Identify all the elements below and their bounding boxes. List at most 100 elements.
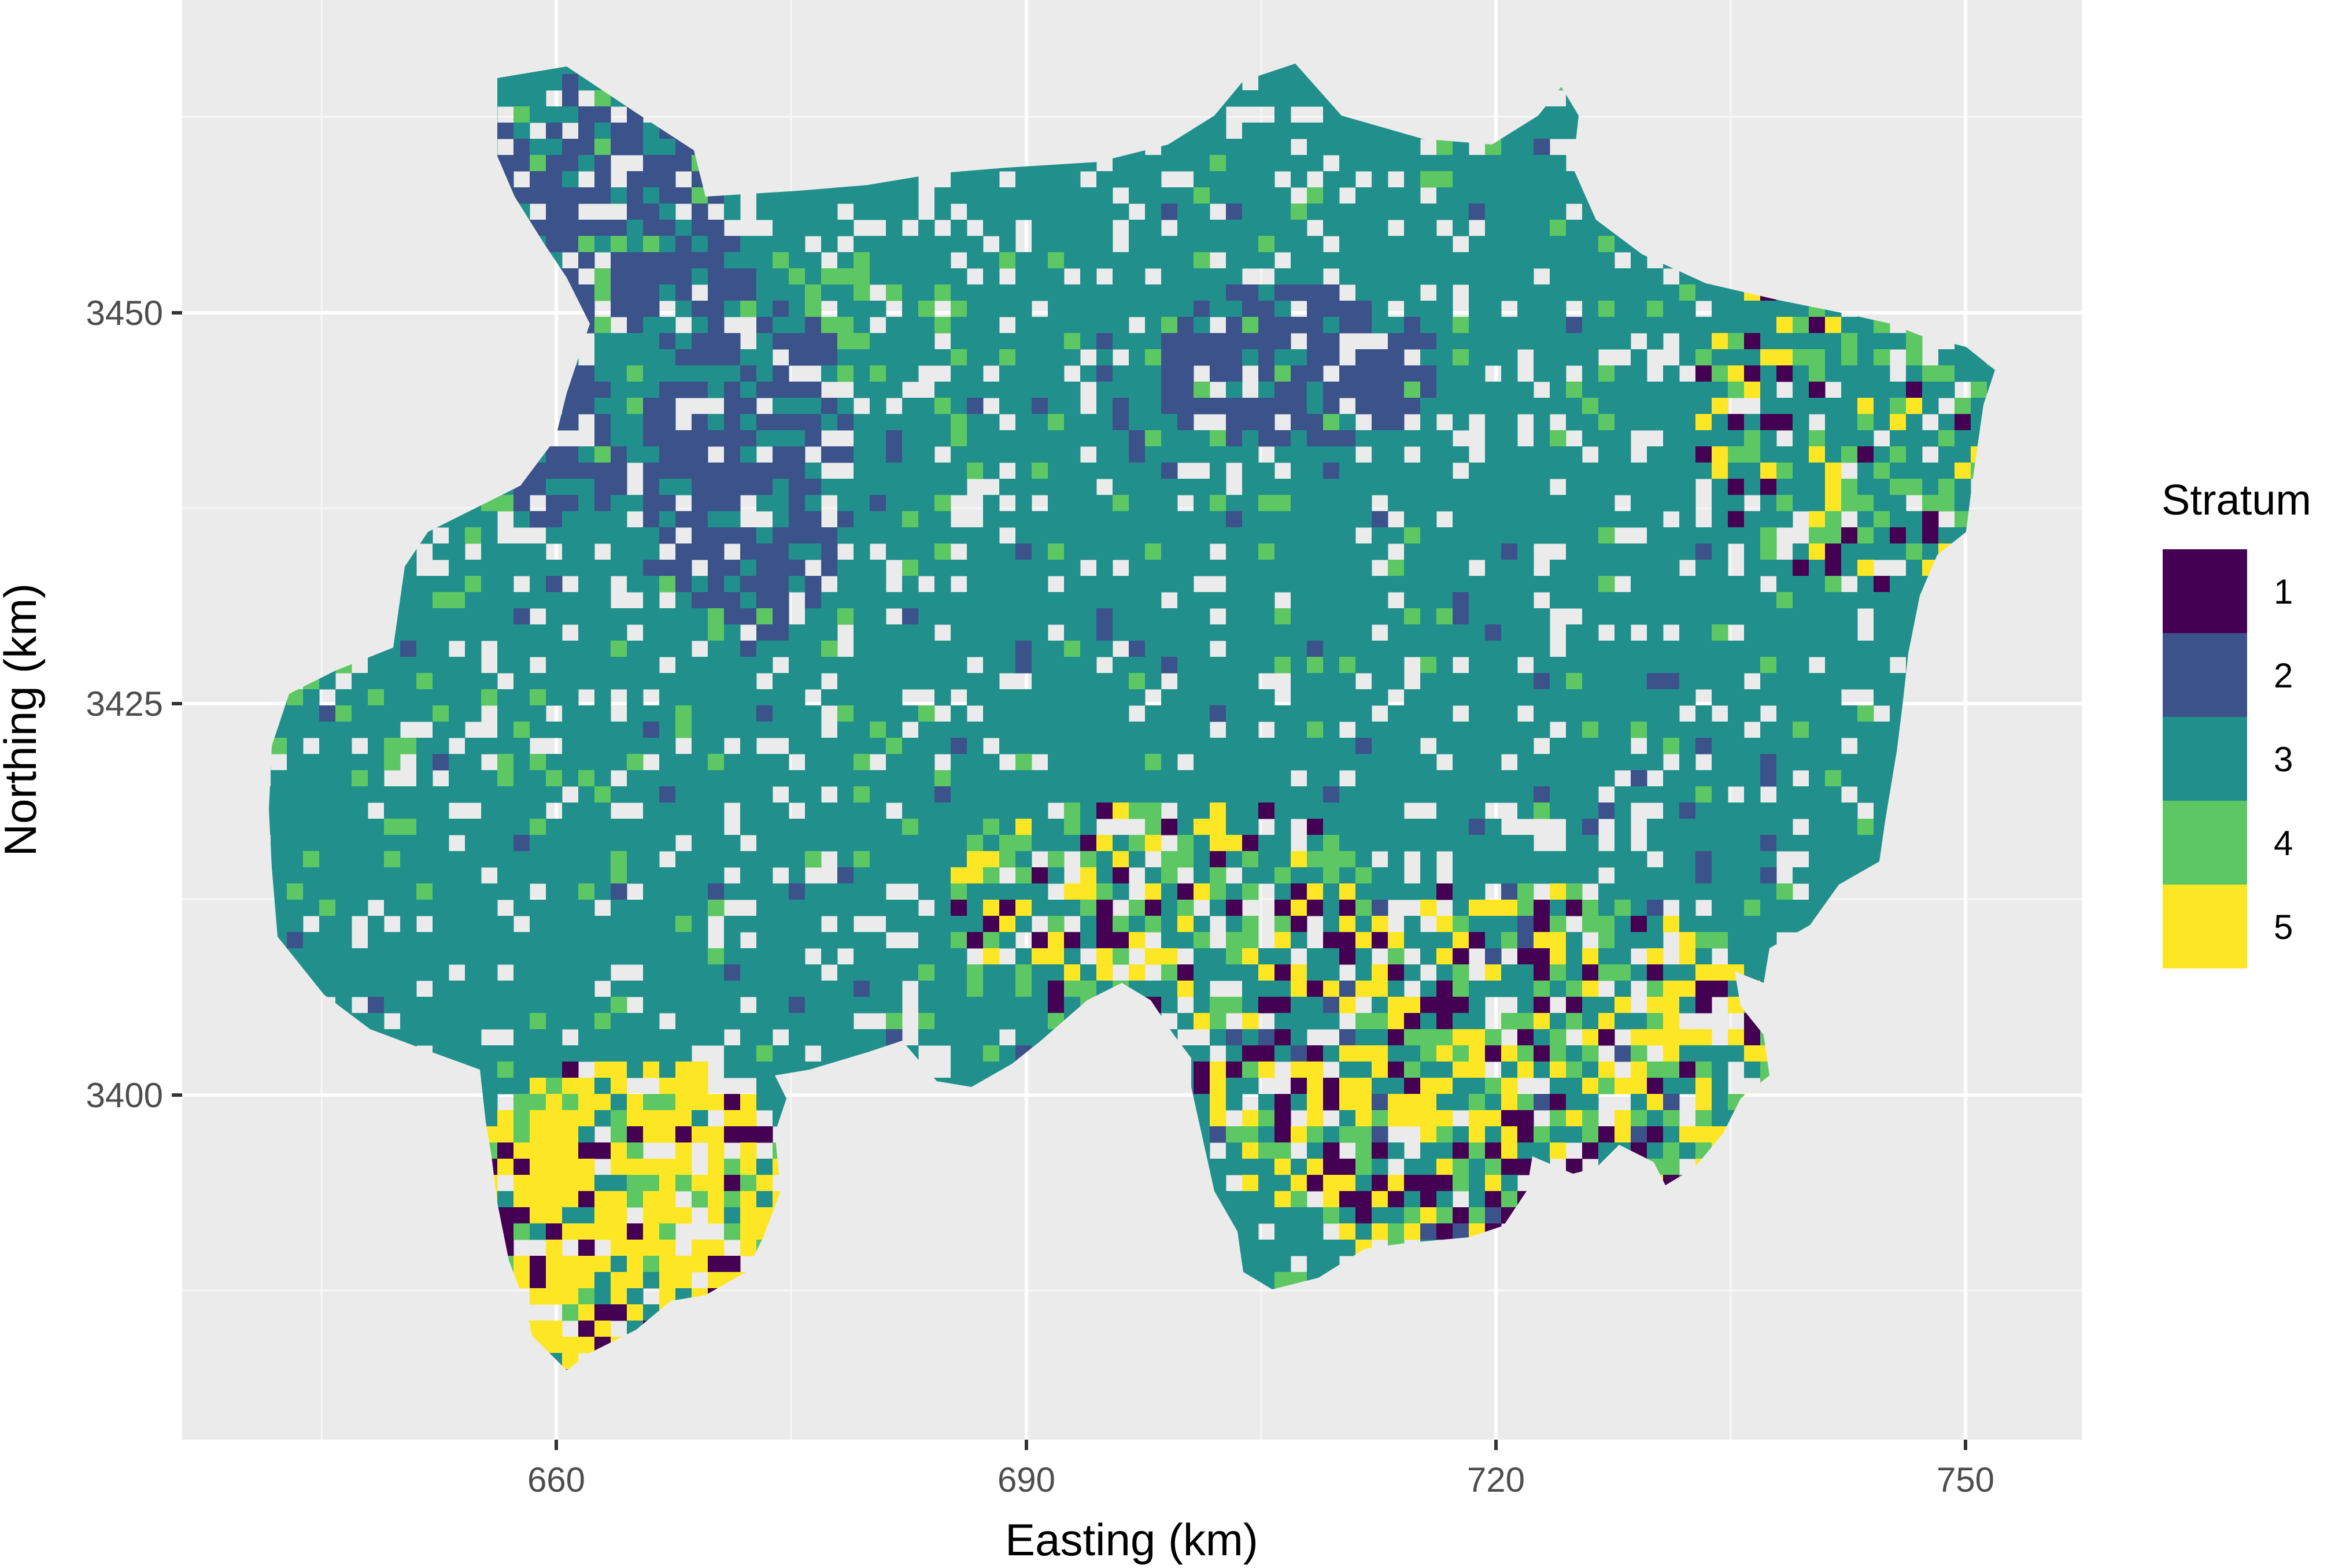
raster-cell bbox=[1420, 220, 1437, 236]
raster-cell bbox=[627, 398, 644, 415]
raster-cell bbox=[1550, 786, 1567, 803]
raster-cell bbox=[1436, 673, 1453, 690]
raster-cell bbox=[821, 479, 838, 495]
raster-cell bbox=[1388, 382, 1405, 398]
raster-cell bbox=[1825, 592, 1842, 609]
raster-cell bbox=[805, 511, 822, 528]
raster-cell bbox=[756, 301, 773, 317]
raster-cell bbox=[1874, 495, 1890, 512]
raster-cell bbox=[594, 527, 611, 544]
raster-cell bbox=[773, 851, 789, 868]
raster-cell bbox=[999, 511, 1016, 528]
raster-cell bbox=[530, 722, 546, 738]
raster-cell bbox=[659, 495, 676, 512]
raster-cell bbox=[1679, 883, 1696, 900]
raster-cell bbox=[1226, 155, 1243, 172]
raster-cell bbox=[1274, 236, 1291, 253]
raster-cell bbox=[465, 608, 482, 625]
raster-cell bbox=[1534, 204, 1550, 220]
raster-cell bbox=[1420, 560, 1437, 576]
raster-cell bbox=[578, 106, 595, 123]
raster-cell bbox=[805, 495, 822, 512]
raster-cell bbox=[1161, 543, 1178, 560]
raster-cell bbox=[1598, 641, 1615, 657]
raster-cell bbox=[1258, 74, 1275, 91]
raster-cell bbox=[1323, 576, 1340, 593]
raster-cell bbox=[1080, 738, 1097, 755]
raster-cell bbox=[1566, 543, 1583, 560]
raster-cell bbox=[1728, 446, 1745, 463]
raster-cell bbox=[1307, 803, 1324, 819]
raster-cell bbox=[1129, 155, 1146, 172]
raster-cell bbox=[1841, 592, 1858, 609]
raster-cell bbox=[854, 722, 870, 738]
raster-cell bbox=[384, 786, 401, 803]
raster-cell bbox=[594, 220, 611, 236]
raster-cell bbox=[1760, 560, 1777, 576]
raster-cell bbox=[999, 819, 1016, 835]
raster-cell bbox=[773, 301, 789, 317]
raster-cell bbox=[562, 754, 579, 771]
raster-cell bbox=[1615, 333, 1631, 350]
raster-cell bbox=[1582, 543, 1599, 560]
raster-cell bbox=[1550, 592, 1567, 609]
raster-cell bbox=[1032, 382, 1048, 398]
raster-cell bbox=[1194, 382, 1210, 398]
raster-cell bbox=[692, 527, 708, 544]
raster-cell bbox=[756, 430, 773, 447]
raster-cell bbox=[1857, 463, 1874, 479]
raster-cell bbox=[481, 803, 498, 819]
raster-cell bbox=[1695, 527, 1712, 544]
raster-cell bbox=[870, 479, 886, 495]
raster-cell bbox=[1339, 592, 1356, 609]
raster-cell bbox=[578, 851, 595, 868]
raster-cell bbox=[1485, 722, 1502, 738]
raster-cell bbox=[1695, 786, 1712, 803]
raster-cell bbox=[724, 641, 741, 657]
raster-cell bbox=[1971, 365, 1987, 382]
raster-cell bbox=[1744, 479, 1761, 495]
raster-cell bbox=[805, 835, 822, 852]
raster-cell bbox=[918, 317, 935, 334]
raster-cell bbox=[1598, 608, 1615, 625]
raster-cell bbox=[1825, 705, 1842, 722]
raster-cell bbox=[1485, 705, 1502, 722]
raster-cell bbox=[886, 835, 903, 852]
raster-cell bbox=[773, 236, 789, 253]
raster-cell bbox=[756, 268, 773, 285]
raster-cell bbox=[659, 463, 676, 479]
raster-cell bbox=[1841, 333, 1858, 350]
raster-cell bbox=[902, 657, 919, 674]
raster-cell bbox=[1825, 398, 1842, 415]
raster-cell bbox=[934, 252, 951, 269]
raster-cell bbox=[578, 382, 595, 398]
raster-cell bbox=[1032, 349, 1048, 366]
raster-cell bbox=[789, 705, 806, 722]
raster-cell bbox=[611, 446, 627, 463]
raster-cell bbox=[1534, 479, 1550, 495]
raster-cell bbox=[983, 171, 1000, 188]
raster-cell bbox=[1517, 624, 1534, 641]
raster-cell bbox=[416, 673, 433, 690]
raster-cell bbox=[1015, 657, 1032, 674]
raster-cell bbox=[1517, 479, 1534, 495]
raster-cell bbox=[1274, 803, 1291, 819]
raster-cell bbox=[546, 560, 563, 576]
raster-cell bbox=[951, 786, 967, 803]
raster-cell bbox=[789, 786, 806, 803]
raster-cell bbox=[368, 754, 385, 771]
raster-cell bbox=[287, 900, 304, 916]
raster-cell bbox=[1161, 738, 1178, 755]
raster-cell bbox=[1032, 268, 1048, 285]
raster-cell bbox=[692, 592, 708, 609]
raster-cell bbox=[1679, 511, 1696, 528]
raster-cell bbox=[837, 803, 854, 819]
raster-cell bbox=[1129, 414, 1146, 431]
raster-cell bbox=[1388, 624, 1405, 641]
raster-cell bbox=[934, 641, 951, 657]
raster-cell bbox=[1663, 722, 1680, 738]
raster-cell bbox=[951, 398, 967, 415]
raster-cell bbox=[1226, 786, 1243, 803]
raster-cell bbox=[1372, 171, 1388, 188]
raster-cell bbox=[594, 365, 611, 382]
